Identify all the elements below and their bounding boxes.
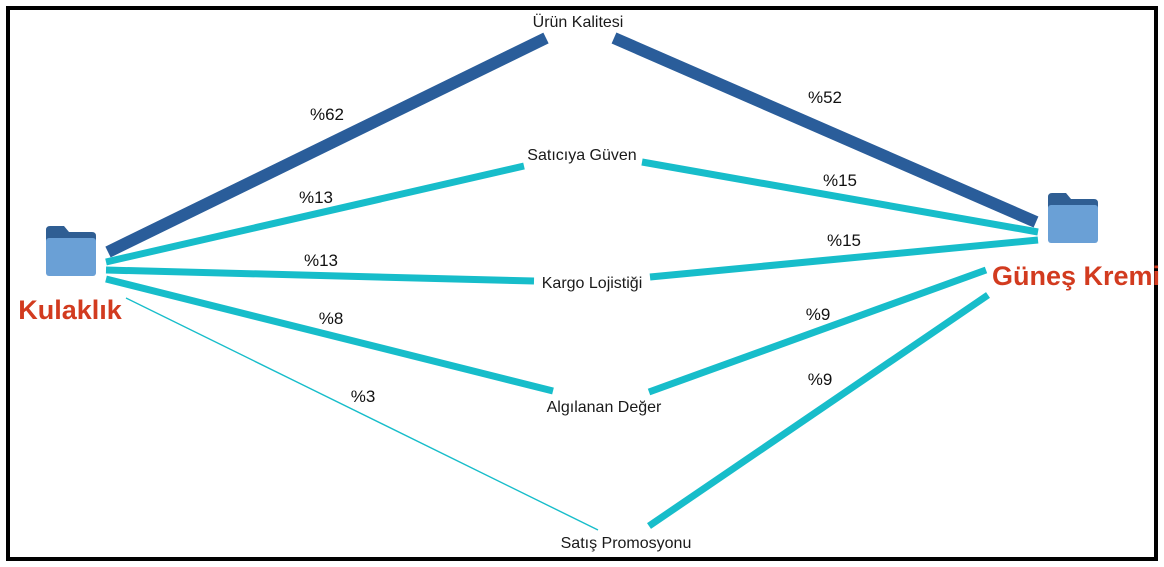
link-label-left-factor-2: %13 [304, 251, 338, 270]
link-label-right-factor-3: %9 [806, 305, 831, 324]
link-left-factor-1 [105, 162, 525, 266]
link-label-right-factor-0: %52 [808, 88, 842, 107]
link-label-right-factor-2: %15 [827, 231, 861, 250]
right-folder-icon [1048, 193, 1098, 243]
factor-label-3: Algılanan Değer [547, 399, 662, 416]
link-right-factor-3 [647, 266, 988, 396]
link-left-factor-3 [105, 275, 554, 395]
right-source-label: Güneş Kremi [992, 261, 1160, 291]
link-label-left-factor-3: %8 [319, 309, 344, 328]
left-folder-icon [46, 226, 96, 276]
link-label-right-factor-4: %9 [808, 370, 833, 389]
link-label-left-factor-1: %13 [299, 188, 333, 207]
link-label-left-factor-0: %62 [310, 105, 344, 124]
diagram-frame [6, 6, 1158, 561]
factor-label-0: Ürün Kalitesi [533, 13, 624, 31]
link-left-factor-4 [125, 297, 599, 531]
link-right-factor-0 [611, 32, 1039, 228]
factor-label-2: Kargo Lojistiği [542, 275, 643, 292]
link-right-factor-1 [641, 158, 1039, 236]
link-right-factor-2 [649, 236, 1039, 281]
link-label-right-factor-1: %15 [823, 171, 857, 190]
factor-label-1: Satıcıya Güven [527, 147, 636, 164]
link-label-left-factor-4: %3 [351, 387, 376, 406]
factor-label-4: Satış Promosyonu [561, 535, 692, 552]
link-left-factor-0 [105, 32, 549, 258]
left-source-label: Kulaklık [18, 295, 123, 325]
link-left-factor-2 [105, 266, 535, 285]
link-right-factor-4 [647, 292, 990, 529]
